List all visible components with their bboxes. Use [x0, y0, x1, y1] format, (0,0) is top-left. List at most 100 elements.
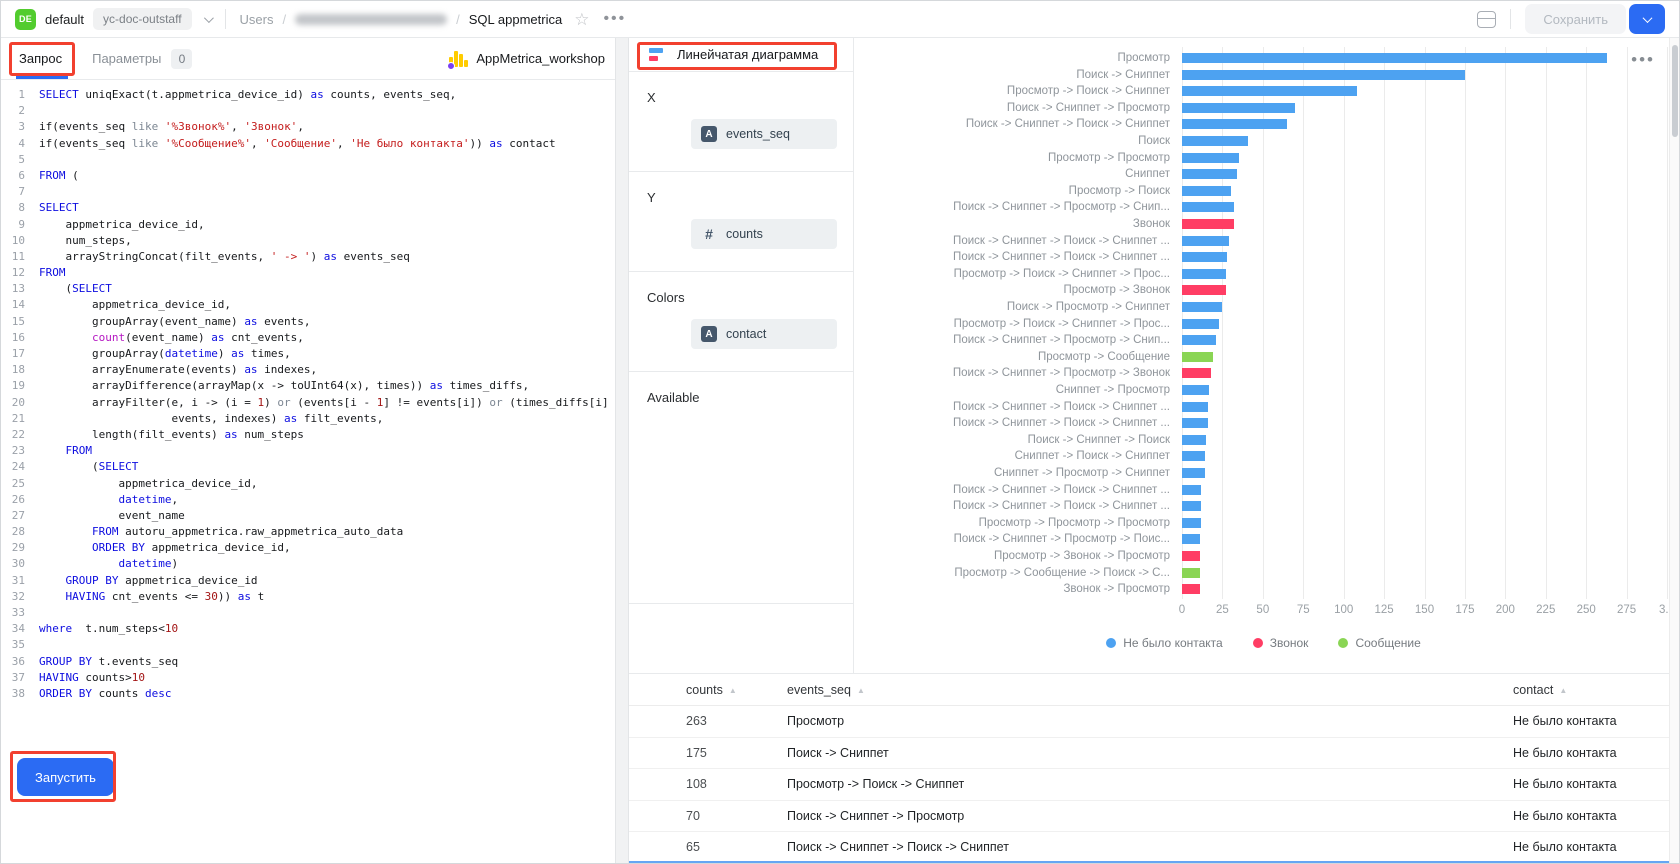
layout-panel-icon[interactable]	[1477, 10, 1497, 28]
vertical-scrollbar[interactable]	[1669, 38, 1679, 863]
bar[interactable]	[1182, 418, 1208, 429]
sort-icon: ▲	[856, 686, 865, 695]
results-table: counts ▲ events_seq ▲ contact ▲ 263 Просмотр…	[629, 673, 1679, 863]
code-line: 13 (SELECT	[1, 281, 615, 297]
section-y: Y # counts	[629, 172, 853, 272]
table-cell: 70	[686, 808, 700, 823]
code-line: 23 FROM	[1, 443, 615, 459]
bar[interactable]	[1182, 385, 1210, 395]
category-label: Поиск -> Сниппет	[1076, 68, 1170, 81]
category-label: Поиск -> Просмотр -> Сниппет	[1006, 301, 1170, 313]
bar[interactable]	[1182, 53, 1608, 63]
bar[interactable]	[1182, 368, 1212, 379]
topbar-actions: Сохранить	[1477, 4, 1665, 34]
panel-splitter[interactable]	[615, 38, 629, 863]
breadcrumb-users[interactable]: Users	[239, 11, 274, 27]
bar[interactable]	[1182, 152, 1239, 163]
code-text: FROM	[65, 444, 93, 458]
bar[interactable]	[1182, 584, 1200, 595]
chart-more-menu-icon[interactable]: •••	[1631, 50, 1655, 69]
bar[interactable]	[1182, 252, 1228, 263]
code-line: 29 ORDER BY appmetrica_device_id,	[1, 540, 615, 556]
sql-editor-panel: Запрос Параметры 0 AppMetrica_workshop 1…	[1, 38, 615, 863]
code-line: 24 (SELECT	[1, 459, 615, 475]
bar[interactable]	[1182, 468, 1205, 478]
x-tick-label: 25	[1216, 604, 1229, 616]
connection-selector[interactable]: AppMetrica_workshop	[447, 49, 605, 70]
bar[interactable]	[1182, 136, 1249, 146]
code-line: 20 arrayFilter(e, i -> (i = 1) or (event…	[1, 395, 615, 411]
table-cell: 263	[686, 714, 707, 728]
section-label: Colors	[647, 290, 685, 305]
bar[interactable]	[1182, 401, 1208, 412]
legend-item[interactable]: Не было контакта	[1106, 636, 1223, 650]
chart-preview-panel: ••• Просмотр Поиск -> Сниппет Просмотр -> …	[853, 38, 1673, 673]
workspace-tag[interactable]: yc-doc-outstaff	[93, 8, 192, 30]
bar[interactable]	[1182, 169, 1237, 180]
bar[interactable]	[1182, 434, 1207, 445]
bar[interactable]	[1182, 302, 1223, 312]
code-text: arrayEnumerate(events) as indexes,	[39, 363, 318, 377]
category-label: Просмотр -> Просмотр	[1048, 151, 1170, 164]
more-menu-icon[interactable]: •••	[603, 10, 627, 27]
code-text: FROM	[39, 266, 66, 280]
table-cell: Не было контакта	[1513, 777, 1617, 791]
save-dropdown-button[interactable]	[1629, 4, 1665, 34]
bar[interactable]	[1182, 534, 1200, 545]
code-text: datetime,	[118, 492, 179, 506]
bar[interactable]	[1182, 484, 1202, 495]
bar[interactable]	[1182, 202, 1234, 213]
tab-query[interactable]: Запрос	[19, 51, 63, 66]
tab-parameters[interactable]: Параметры	[92, 51, 162, 66]
run-query-button[interactable]: Запустить	[17, 758, 114, 796]
column-header-counts[interactable]: counts ▲	[686, 683, 737, 697]
field-chip[interactable]: # counts	[691, 219, 837, 249]
x-tick-label: 250	[1576, 604, 1596, 616]
bar[interactable]	[1182, 119, 1288, 130]
bar[interactable]	[1182, 501, 1202, 512]
bar[interactable]	[1182, 451, 1205, 462]
table-cell: Не было контакта	[1513, 840, 1617, 854]
code-line: 19 arrayDifference(arrayMap(x -> toUInt6…	[1, 378, 615, 394]
bar[interactable]	[1182, 102, 1296, 113]
bar[interactable]	[1182, 567, 1200, 578]
favorite-star-icon[interactable]: ☆	[574, 9, 590, 29]
legend-item[interactable]: Звонок	[1252, 636, 1308, 650]
legend-item[interactable]: Сообщение	[1338, 636, 1421, 650]
table-scrollbar[interactable]	[629, 861, 1679, 863]
bar[interactable]	[1182, 551, 1200, 561]
code-text: (SELECT	[39, 282, 112, 296]
column-header-contact[interactable]: contact ▲	[1513, 683, 1568, 697]
table-cell: 65	[686, 840, 700, 854]
category-label: Просмотр -> Поиск -> Сниппет -> Прос...	[953, 267, 1170, 280]
bar[interactable]	[1182, 285, 1226, 296]
bar[interactable]	[1182, 335, 1216, 346]
table-row: 175 Поиск -> Сниппет Не было контакта	[629, 738, 1679, 769]
save-button[interactable]: Сохранить	[1525, 4, 1626, 34]
code-text: arrayDifference(arrayMap(x -> toUInt64(x…	[39, 379, 530, 393]
code-line: 7	[1, 184, 615, 200]
chart-type-header[interactable]: Линейчатая диаграмма	[629, 38, 853, 72]
bar[interactable]	[1182, 86, 1357, 97]
bar[interactable]	[1182, 69, 1465, 80]
chevron-down-icon[interactable]	[203, 12, 214, 23]
bar[interactable]	[1182, 268, 1226, 279]
line-number: 27	[11, 508, 25, 522]
scrollbar-thumb[interactable]	[1672, 45, 1678, 137]
bar[interactable]	[1182, 235, 1229, 246]
gridline	[1262, 47, 1264, 599]
code-text: arrayFilter(e, i -> (i = 1) or (events[i…	[39, 395, 609, 409]
bar[interactable]	[1182, 517, 1202, 528]
code-text: appmetrica_device_id,	[39, 476, 258, 490]
code-line: 18 arrayEnumerate(events) as indexes,	[1, 362, 615, 378]
code-area[interactable]: 1 SELECT uniqExact(t.appmetrica_device_id…	[1, 80, 615, 863]
bar[interactable]	[1182, 219, 1234, 229]
bar[interactable]	[1182, 351, 1213, 362]
code-line: 14 appmetrica_device_id,	[1, 297, 615, 313]
bar[interactable]	[1182, 318, 1220, 329]
bar[interactable]	[1182, 185, 1231, 196]
column-header-events-seq[interactable]: events_seq ▲	[787, 683, 865, 697]
